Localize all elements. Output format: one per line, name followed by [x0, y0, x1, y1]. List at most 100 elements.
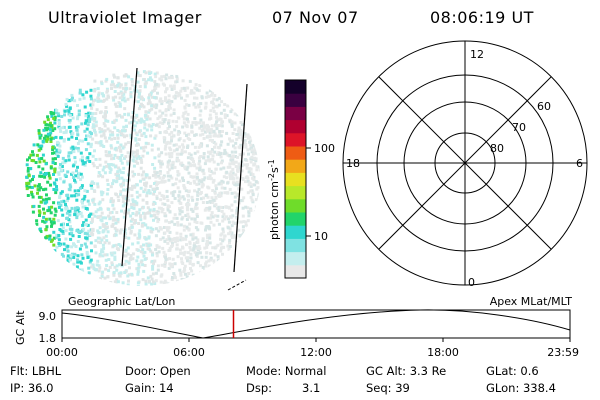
image-pixel	[120, 176, 124, 180]
image-pixel	[241, 233, 245, 237]
image-pixel	[228, 154, 232, 157]
image-pixel	[119, 156, 122, 159]
image-pixel	[131, 212, 135, 215]
image-pixel	[154, 175, 158, 179]
image-pixel	[141, 154, 145, 158]
image-pixel	[102, 165, 106, 169]
image-pixel	[179, 271, 183, 275]
image-pixel	[227, 217, 230, 221]
image-pixel	[52, 116, 56, 120]
image-pixel	[112, 98, 116, 102]
image-pixel	[102, 94, 106, 98]
image-pixel	[108, 170, 112, 174]
image-pixel	[57, 234, 61, 237]
image-pixel	[233, 195, 237, 199]
image-pixel	[182, 253, 186, 257]
image-pixel	[55, 188, 59, 192]
image-pixel	[112, 207, 116, 211]
image-pixel	[148, 117, 152, 121]
image-pixel	[182, 111, 186, 115]
image-pixel	[49, 211, 53, 215]
image-pixel	[52, 217, 56, 221]
image-pixel	[170, 130, 174, 134]
image-pixel	[48, 237, 52, 241]
image-pixel	[175, 243, 179, 247]
image-pixel	[99, 214, 103, 218]
image-pixel	[253, 183, 257, 187]
image-pixel	[77, 193, 81, 197]
image-pixel	[205, 129, 209, 133]
image-pixel	[109, 144, 113, 148]
colorbar-segment	[285, 198, 306, 213]
image-pixel	[57, 206, 61, 209]
image-pixel	[193, 244, 197, 248]
image-pixel	[207, 264, 211, 268]
image-pixel	[214, 142, 218, 146]
image-pixel	[160, 263, 164, 267]
image-pixel	[166, 174, 170, 178]
image-pixel	[49, 137, 53, 141]
image-pixel	[49, 124, 53, 128]
image-pixel	[101, 168, 105, 172]
image-pixel	[68, 232, 72, 236]
image-pixel	[168, 154, 172, 158]
image-pixel	[39, 147, 43, 151]
image-pixel	[116, 280, 120, 284]
image-pixel	[43, 120, 47, 124]
image-pixel	[184, 237, 188, 241]
image-pixel	[171, 134, 175, 138]
image-pixel	[231, 167, 235, 171]
image-pixel	[182, 228, 186, 232]
image-pixel	[173, 190, 177, 194]
image-pixel	[230, 174, 234, 177]
image-pixel	[205, 233, 209, 237]
image-pixel	[42, 215, 46, 219]
image-pixel	[210, 201, 214, 204]
image-pixel	[99, 218, 103, 222]
image-pixel	[29, 153, 33, 157]
image-pixel	[57, 236, 60, 240]
image-pixel	[155, 196, 159, 200]
image-pixel	[151, 253, 154, 257]
image-pixel	[110, 157, 114, 161]
image-pixel	[62, 131, 66, 135]
image-pixel	[195, 246, 199, 250]
image-pixel	[44, 228, 48, 232]
image-pixel	[91, 264, 95, 268]
image-pixel	[185, 218, 189, 221]
image-pixel	[160, 162, 164, 166]
image-pixel	[76, 125, 80, 129]
image-pixel	[30, 190, 33, 194]
image-pixel	[115, 211, 119, 214]
image-pixel	[216, 162, 220, 166]
image-pixel	[54, 135, 58, 139]
image-pixel	[63, 248, 66, 252]
image-pixel	[101, 243, 105, 247]
image-pixel	[236, 165, 240, 169]
image-pixel	[129, 133, 133, 137]
image-pixel	[152, 88, 156, 92]
image-pixel	[223, 191, 227, 195]
image-pixel	[78, 97, 82, 101]
image-pixel	[97, 174, 101, 178]
image-pixel	[123, 271, 127, 274]
image-pixel	[44, 162, 48, 166]
image-pixel	[249, 143, 253, 147]
image-pixel	[182, 86, 186, 90]
image-pixel	[164, 96, 167, 100]
colorbar-segment	[285, 251, 306, 266]
image-pixel	[97, 93, 101, 97]
image-pixel	[137, 232, 141, 236]
image-pixel	[85, 232, 89, 236]
image-pixel	[47, 174, 51, 178]
image-pixel	[212, 198, 216, 202]
image-pixel	[106, 94, 110, 98]
image-pixel	[231, 181, 235, 185]
timeline-axis-title: GC Alt	[14, 310, 27, 345]
image-pixel	[180, 206, 184, 210]
timeline-ytick-1-8: 1.8	[39, 332, 57, 345]
image-pixel	[163, 202, 167, 206]
image-pixel	[148, 76, 152, 80]
image-pixel	[222, 152, 226, 156]
image-pixel	[195, 197, 199, 201]
